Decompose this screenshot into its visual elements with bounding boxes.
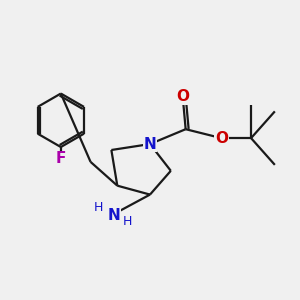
Text: H: H [93,202,103,214]
Text: N: N [108,208,121,223]
Text: F: F [56,152,66,166]
Text: H: H [123,215,132,228]
Text: O: O [215,130,228,146]
Text: O: O [176,89,189,104]
Text: N: N [144,136,156,152]
